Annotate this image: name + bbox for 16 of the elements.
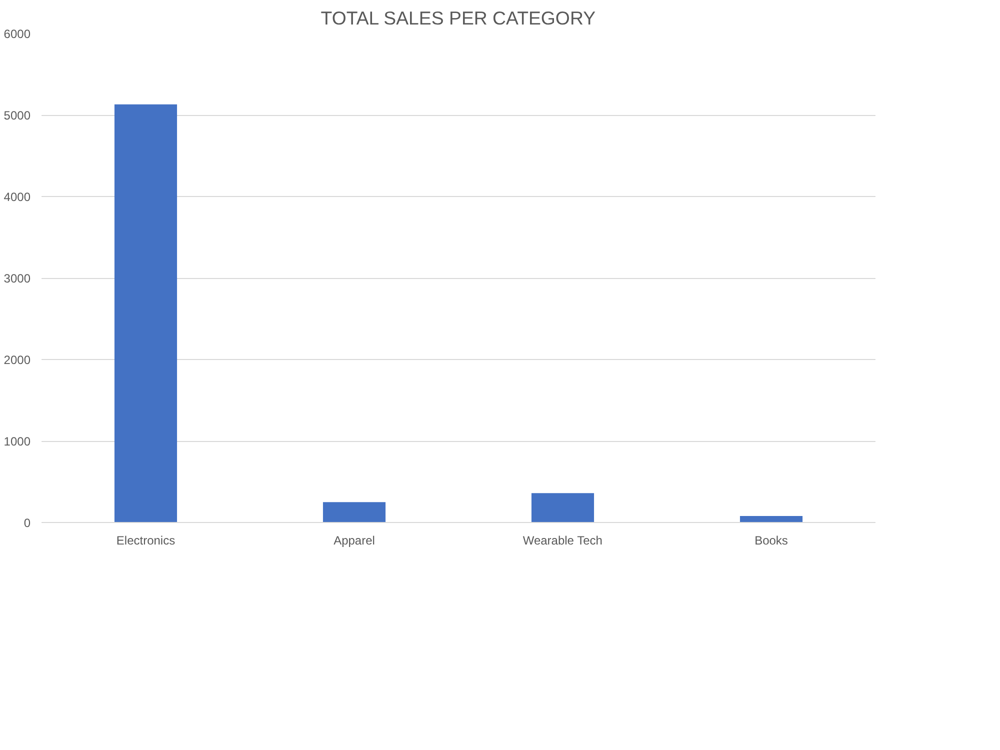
y-tick-label: 2000 (4, 353, 31, 367)
bar (114, 104, 178, 522)
x-tick-label: Apparel (334, 534, 375, 548)
chart-title: TOTAL SALES PER CATEGORY (320, 8, 596, 28)
x-tick-label: Books (754, 534, 788, 548)
x-tick-label: Wearable Tech (522, 534, 602, 548)
y-tick-label: 0 (24, 516, 31, 530)
bar (322, 502, 386, 522)
y-tick-label: 4000 (4, 190, 31, 204)
y-tick-label: 5000 (4, 108, 31, 122)
y-tick-label: 1000 (4, 434, 31, 448)
y-tick-label: 3000 (4, 272, 31, 286)
y-tick-label: 6000 (4, 27, 31, 41)
bar (740, 516, 803, 522)
bar (531, 493, 594, 522)
x-tick-label: Electronics (116, 534, 176, 548)
